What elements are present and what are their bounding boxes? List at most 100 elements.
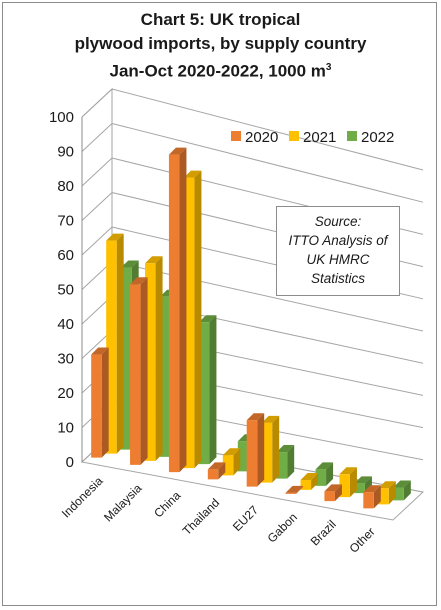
bar-front <box>315 469 327 486</box>
bar-2020-gabon <box>285 485 304 494</box>
bar-2021-brazil <box>339 467 357 498</box>
bar-2021-indonesia <box>106 233 124 454</box>
bar-top <box>354 476 372 484</box>
bar-side <box>116 233 124 454</box>
bar-top <box>276 445 295 453</box>
source-line-1: Source: <box>314 214 362 229</box>
bar-2022-china <box>198 315 217 465</box>
bar-front <box>168 154 180 473</box>
y-tick-label: 0 <box>66 454 74 471</box>
y-tick-label: 80 <box>57 178 74 195</box>
legend-label: 2021 <box>303 129 336 146</box>
y-tick-label: 10 <box>57 420 74 437</box>
bar-front <box>91 354 102 458</box>
gridline-side <box>81 88 113 118</box>
bar-side <box>272 415 280 483</box>
bar-side <box>179 147 187 473</box>
category-label-brazil: Brazil <box>308 517 339 548</box>
bar-side <box>296 485 304 494</box>
category-label-gabon: Gabon <box>265 510 300 545</box>
bar-front <box>300 479 312 490</box>
bar-top <box>393 480 411 488</box>
bar-side <box>388 481 396 505</box>
bar-front <box>378 488 389 505</box>
chart-title-line-3: Jan-Oct 2020-2022, 1000 m3 <box>0 56 441 84</box>
legend-label: 2022 <box>361 129 394 146</box>
bar-2021-thailand <box>222 448 241 476</box>
bar-front <box>363 492 374 509</box>
category-label-malaysia: Malaysia <box>101 481 145 525</box>
bar-front <box>160 296 171 457</box>
bar-front <box>198 322 210 465</box>
bar-top <box>198 315 217 323</box>
bar-top <box>207 462 226 470</box>
bar-front <box>276 452 288 479</box>
gridline-side <box>81 226 113 256</box>
y-tick-label: 20 <box>57 385 74 402</box>
bar-side <box>155 256 163 461</box>
bar-group-brazil <box>324 467 372 502</box>
bar-top <box>363 485 381 493</box>
bar-top <box>246 413 265 421</box>
bar-side <box>373 485 381 509</box>
bar-2020-brazil <box>324 484 342 502</box>
chart-title-text: Jan-Oct 2020-2022, 1000 m <box>109 61 326 81</box>
bar-group-other <box>363 480 411 509</box>
bar-top <box>168 147 187 155</box>
gridline <box>111 123 424 203</box>
bars <box>91 147 411 509</box>
bar-2021-eu27 <box>261 415 280 483</box>
bar-top <box>339 467 357 475</box>
bar-group-gabon <box>285 462 334 494</box>
category-label-other: Other <box>347 525 378 556</box>
bar-2022-eu27 <box>276 445 295 479</box>
gridline-side <box>81 192 113 221</box>
y-tick-label: 30 <box>57 351 74 368</box>
category-label-eu27: EU27 <box>230 503 261 534</box>
y-axis-ticks: 0 10 20 30 40 50 60 70 80 90 100 <box>49 109 74 471</box>
bar-front <box>207 469 219 480</box>
bar-top <box>315 462 334 470</box>
bar-side <box>101 347 109 458</box>
chart-title-unit-superscript: 3 <box>325 62 332 73</box>
bar-top <box>378 481 396 489</box>
bar-2021-other <box>378 481 396 505</box>
source-annotation: Source: ITTO Analysis of UK HMRC Statist… <box>276 206 400 296</box>
bar-2020-other <box>363 485 381 509</box>
bar-top <box>91 347 109 355</box>
bar-front <box>183 177 195 469</box>
category-label-china: China <box>151 488 183 520</box>
y-tick-label: 50 <box>57 282 74 299</box>
bar-side <box>209 315 217 465</box>
bar-2021-gabon <box>300 472 319 490</box>
chart-title-line-1: Chart 5: UK tropical <box>140 10 301 29</box>
source-line-4: Statistics <box>310 271 365 286</box>
legend-swatch <box>347 131 357 141</box>
y-tick-label: 90 <box>57 144 74 161</box>
bar-group-eu27 <box>246 413 295 487</box>
bar-side <box>233 448 241 476</box>
legend-swatch <box>231 131 241 141</box>
bar-front <box>130 284 141 465</box>
bar-side <box>257 413 265 487</box>
bar-side <box>311 472 319 490</box>
bar-top <box>300 472 319 480</box>
category-label-thailand: Thailand <box>180 496 222 538</box>
bar-side <box>349 467 357 498</box>
bar-group-china <box>168 147 217 473</box>
bar-2022-other <box>393 480 411 501</box>
bar-side <box>140 277 148 465</box>
bar-front <box>261 422 273 483</box>
bar-front <box>121 267 132 450</box>
bar-2020-indonesia <box>91 347 109 458</box>
y-tick-label: 40 <box>57 316 74 333</box>
bar-side <box>194 170 202 469</box>
bar-top <box>183 170 202 178</box>
legend-item-2020: 2020 <box>231 129 278 146</box>
bar-2020-eu27 <box>246 413 265 487</box>
bar-front <box>393 487 404 501</box>
bar-top <box>130 277 148 285</box>
bar-side <box>334 484 342 502</box>
bar-2020-malaysia <box>130 277 148 465</box>
